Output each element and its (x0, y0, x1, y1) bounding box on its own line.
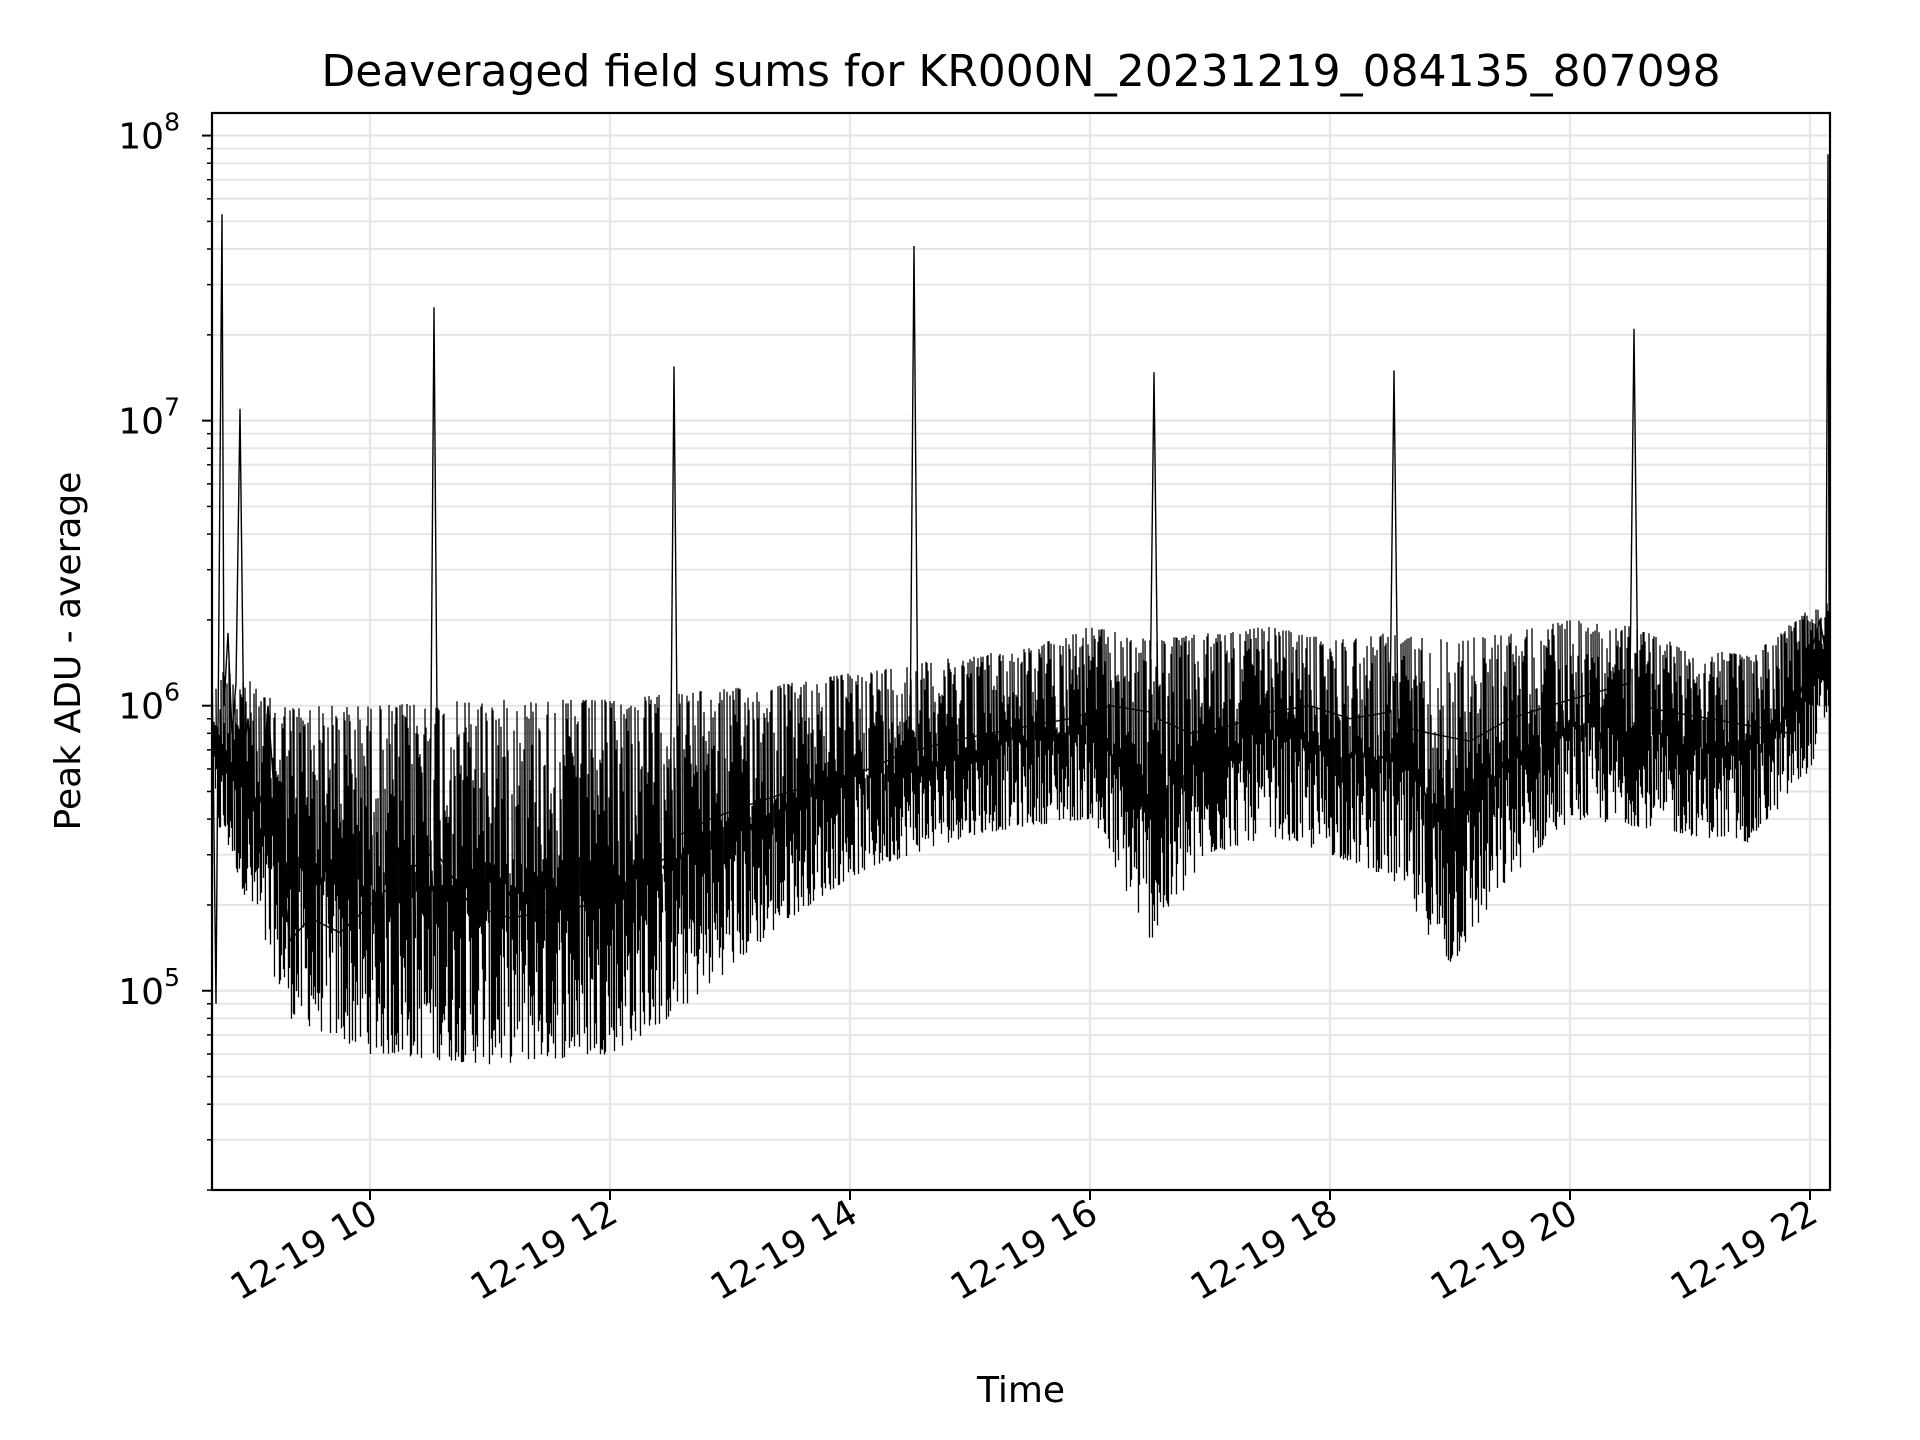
y-axis-label: Peak ADU - average (48, 472, 89, 831)
data-series-line (211, 154, 1831, 1004)
plot-frame (210, 111, 1832, 1192)
x-axis-label: Time (976, 1370, 1065, 1411)
chart-title: Deaveraged field sums for KR000N_2023121… (321, 46, 1720, 97)
y-tick-label: 105 (118, 963, 180, 1013)
